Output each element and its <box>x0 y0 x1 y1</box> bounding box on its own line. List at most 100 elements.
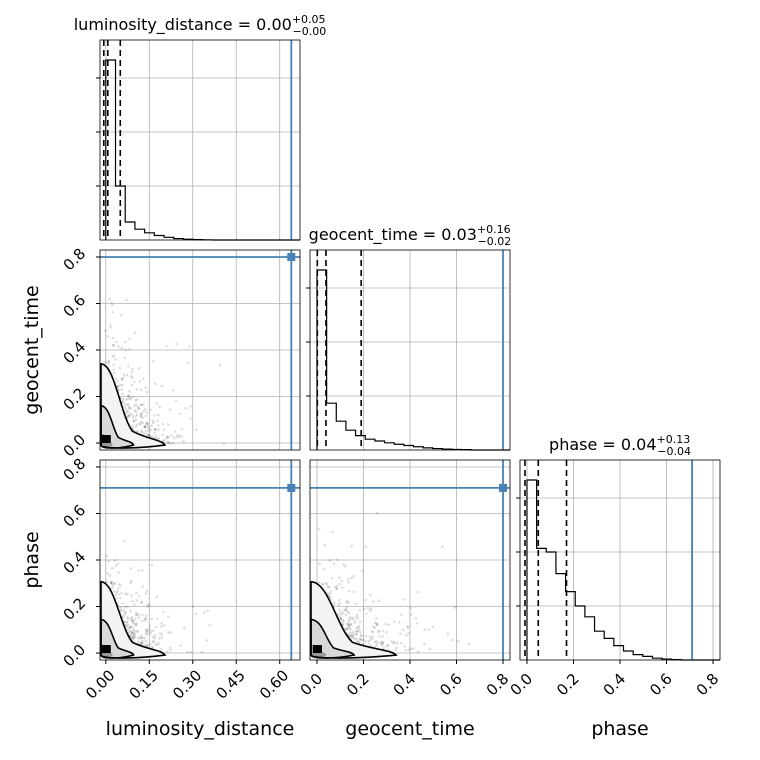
x-axis-label-luminosity_distance: luminosity_distance <box>106 718 295 740</box>
sample-point <box>412 647 415 650</box>
sample-point <box>374 621 377 625</box>
sample-point <box>393 620 396 623</box>
sample-point <box>146 629 150 633</box>
sample-point <box>145 421 149 425</box>
sample-point <box>144 429 148 433</box>
sample-point <box>336 558 339 561</box>
sample-point <box>423 628 427 631</box>
sample-point <box>403 598 406 601</box>
sample-point <box>156 617 159 621</box>
sample-point <box>128 389 131 393</box>
sample-point <box>117 345 121 348</box>
sample-point <box>133 634 137 638</box>
sample-point <box>326 585 330 589</box>
sample-point <box>456 639 460 643</box>
sample-point <box>352 636 355 639</box>
sample-point <box>334 585 337 589</box>
sample-point <box>350 634 354 637</box>
sample-point <box>178 435 182 438</box>
sample-point <box>328 595 331 599</box>
sample-point <box>130 619 134 623</box>
sample-point <box>349 623 352 626</box>
sample-point <box>367 642 371 646</box>
sample-point <box>139 412 143 416</box>
sample-point <box>205 639 208 642</box>
sample-point <box>159 647 163 651</box>
sample-point <box>345 608 348 611</box>
sample-point <box>162 610 165 614</box>
sample-point <box>124 340 127 344</box>
sample-point <box>364 598 367 602</box>
sample-point <box>154 642 157 646</box>
sample-point <box>353 621 356 625</box>
sample-point <box>346 610 350 614</box>
sample-point <box>126 397 130 401</box>
contour-inner <box>310 618 356 659</box>
sample-point <box>375 511 379 515</box>
sample-point <box>144 630 148 634</box>
sample-point <box>148 603 151 607</box>
sample-point <box>151 419 155 423</box>
sample-point <box>353 619 357 622</box>
sample-point <box>130 594 133 597</box>
sample-point <box>168 408 172 411</box>
sample-point <box>116 589 119 593</box>
sample-point <box>140 569 144 572</box>
sample-point <box>153 414 156 417</box>
sample-point <box>143 425 147 428</box>
sample-point <box>123 539 126 543</box>
sample-point <box>113 559 117 562</box>
sample-point <box>124 611 127 615</box>
sample-point <box>145 390 149 394</box>
sample-point <box>130 616 134 619</box>
sample-point <box>151 629 155 632</box>
sample-point <box>148 643 152 647</box>
sample-point <box>129 413 133 416</box>
sample-point <box>143 425 147 429</box>
sample-point <box>357 624 360 628</box>
sample-point <box>189 404 192 408</box>
sample-point <box>107 361 110 365</box>
sample-point <box>141 641 144 645</box>
sample-point <box>129 407 133 410</box>
sample-point <box>119 584 122 587</box>
sample-point <box>152 639 155 643</box>
sample-point <box>145 643 149 647</box>
sample-point <box>431 625 435 629</box>
sample-point <box>111 355 115 358</box>
sample-point <box>344 613 348 617</box>
sample-point <box>144 633 148 636</box>
sample-point <box>140 430 144 434</box>
sample-point <box>359 633 363 637</box>
sample-point <box>370 630 374 633</box>
sample-point <box>351 630 354 634</box>
sample-point <box>346 622 350 625</box>
sample-point <box>114 564 118 567</box>
sample-point <box>347 624 351 627</box>
sample-point <box>160 622 163 625</box>
sample-point <box>108 297 111 301</box>
sample-point <box>125 621 129 624</box>
sample-point <box>108 574 112 577</box>
sample-point <box>137 366 141 370</box>
sample-point <box>324 582 328 585</box>
sample-point <box>144 414 148 418</box>
sample-point <box>353 637 356 641</box>
sample-point <box>341 619 345 622</box>
sample-point <box>338 602 342 606</box>
sample-point <box>165 436 168 440</box>
sample-point <box>137 407 141 410</box>
histogram-phase <box>526 479 720 661</box>
sample-point <box>151 635 155 639</box>
sample-point <box>346 599 349 603</box>
sample-point <box>333 602 336 606</box>
sample-point <box>331 531 334 534</box>
sample-point <box>349 628 352 631</box>
sample-point <box>132 380 136 384</box>
panel-frame <box>99 39 301 241</box>
contour-inner <box>100 405 135 449</box>
sample-point <box>414 617 418 620</box>
x-axis-label-phase: phase <box>591 718 648 740</box>
sample-point <box>111 584 115 587</box>
sample-point <box>130 632 133 636</box>
